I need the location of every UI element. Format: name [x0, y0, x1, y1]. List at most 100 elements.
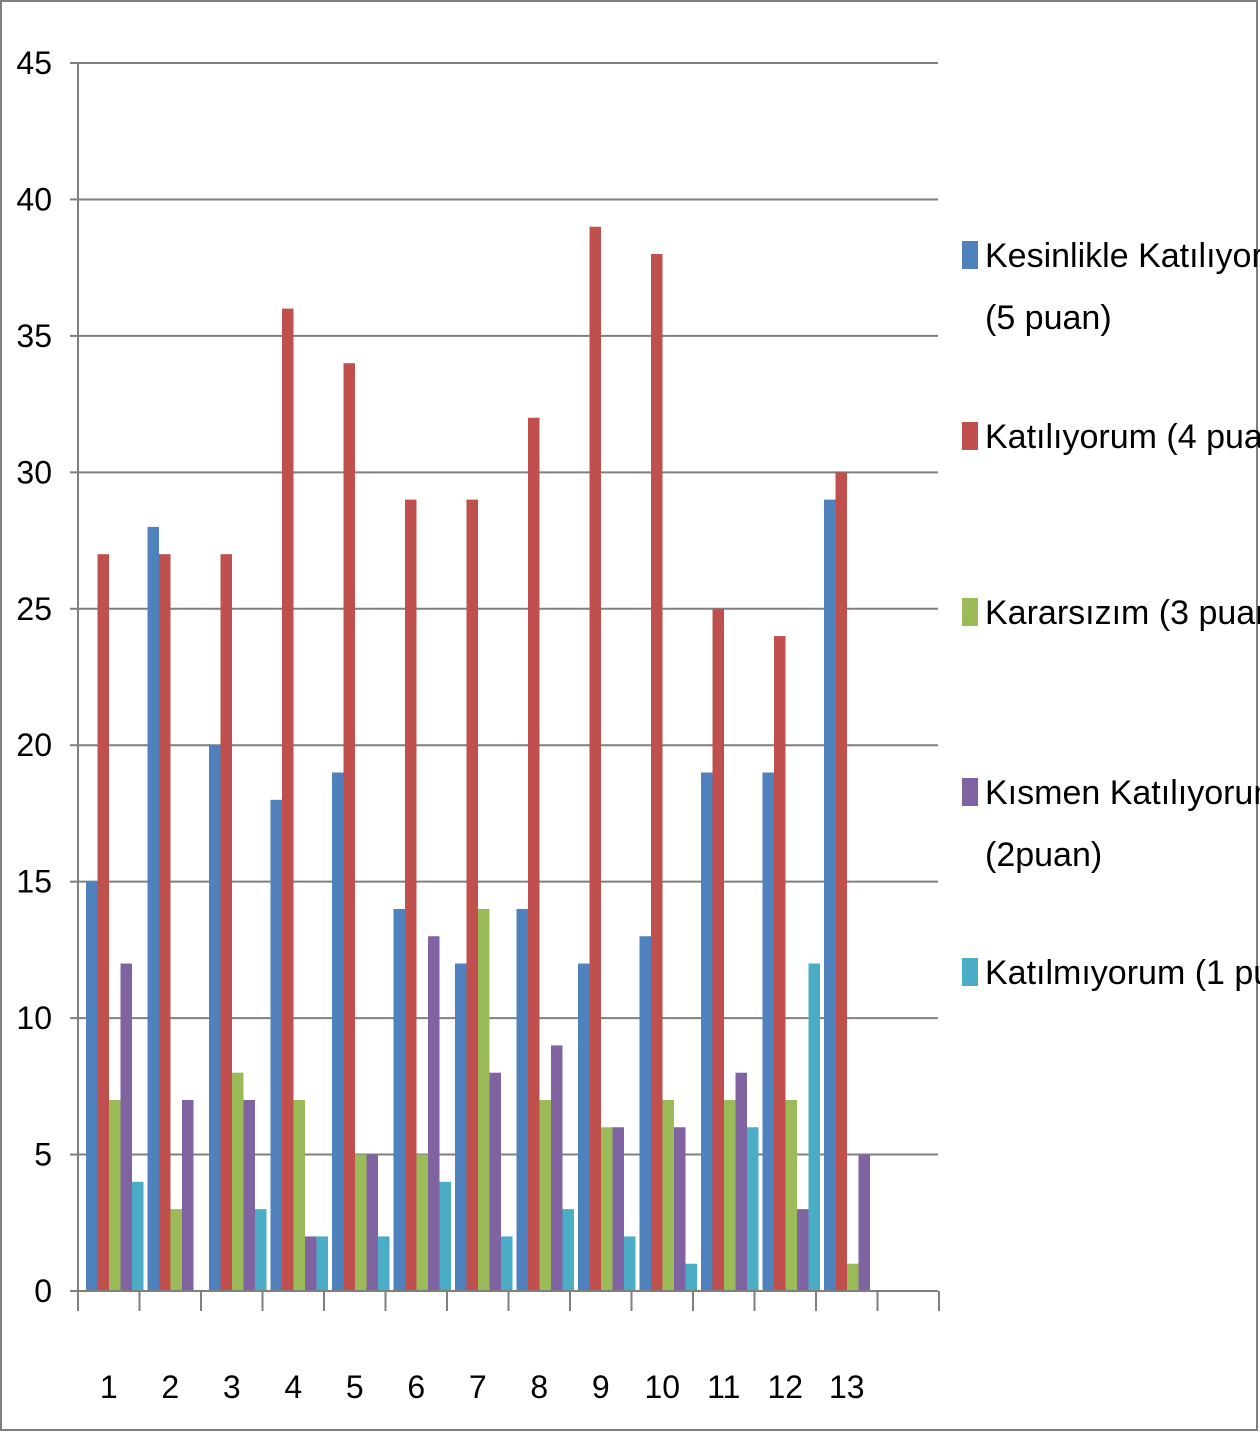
bar: [735, 1072, 747, 1291]
bar: [305, 1236, 317, 1291]
legend-swatch: [962, 958, 978, 986]
bar: [528, 417, 540, 1291]
bar: [182, 1099, 194, 1291]
x-tick-label: 6: [407, 1369, 425, 1405]
bar: [97, 554, 109, 1291]
legend: Kesinlikle Katılıyorum(5 puan) Katılıyoru…: [962, 237, 1260, 992]
x-tick-label: 3: [223, 1369, 241, 1405]
bar: [282, 308, 294, 1292]
bar: [835, 472, 847, 1291]
x-tick-label: 8: [530, 1369, 548, 1405]
bar: [378, 1236, 390, 1291]
bar: [220, 554, 232, 1291]
x-tick-label: 9: [592, 1369, 610, 1405]
bar: [159, 554, 171, 1291]
legend-label: Katılmıyorum (1 puan): [985, 954, 1260, 992]
x-tick-label: 7: [469, 1369, 487, 1405]
bar: [747, 1127, 759, 1291]
x-tick-label: 2: [161, 1369, 179, 1405]
y-tick-label: 5: [34, 1137, 52, 1173]
bar: [132, 1181, 144, 1291]
y-tick-label: 30: [16, 454, 52, 490]
bar: [712, 608, 724, 1291]
bar: [662, 1099, 674, 1291]
bar: [109, 1099, 121, 1291]
legend-label: Kısmen Katılıyorum (2puan): [985, 774, 1260, 874]
y-axis-tick-labels: 0 5 10 15 20 25 30 35 40 45: [16, 45, 78, 1309]
legend-swatch: [962, 598, 978, 626]
legend-item: Katılıyorum (4 puan): [962, 418, 1260, 456]
bar: [824, 499, 836, 1292]
bar: [785, 1099, 797, 1291]
bar: [724, 1099, 736, 1291]
bar: [774, 636, 786, 1291]
bar: [516, 908, 528, 1291]
bar: [685, 1263, 697, 1291]
x-tick-label: 11: [707, 1369, 740, 1405]
x-tick-label: 12: [767, 1369, 803, 1405]
bar: [147, 526, 159, 1291]
x-tick-label: 5: [346, 1369, 364, 1405]
bar: [501, 1236, 513, 1291]
x-tick-label: 13: [829, 1369, 865, 1405]
bar: [651, 254, 663, 1291]
y-tick-label: 45: [16, 45, 52, 81]
x-tick-label: 4: [284, 1369, 302, 1405]
x-axis-tick-labels: 1 2 3 4 5 6 7 8 9 10 11 12 13: [77, 1291, 940, 1405]
legend-item: Kararsızım (3 puan): [962, 594, 1260, 632]
bar: [578, 963, 590, 1291]
bar: [466, 499, 478, 1292]
bar: [343, 363, 355, 1292]
legend-label: Katılıyorum (4 puan): [985, 418, 1260, 456]
bar: [393, 908, 405, 1291]
bar: [316, 1236, 328, 1291]
bar: [797, 1209, 809, 1291]
bar: [589, 226, 601, 1291]
legend-item: Kısmen Katılıyorum (2puan): [962, 774, 1260, 874]
bar: [332, 772, 344, 1291]
bar: [551, 1045, 563, 1291]
y-tick-label: 10: [16, 1000, 52, 1036]
bar: [562, 1209, 574, 1291]
bar: [293, 1099, 305, 1291]
bar: [120, 963, 132, 1291]
bar: [612, 1127, 624, 1291]
legend-item: Katılmıyorum (1 puan): [962, 954, 1260, 992]
x-tick-label: 10: [644, 1369, 680, 1405]
bar: [416, 1154, 428, 1291]
bar: [270, 799, 282, 1291]
bars: [86, 226, 870, 1292]
legend-swatch: [962, 778, 978, 806]
bar: [170, 1209, 182, 1291]
bar: [366, 1154, 378, 1291]
y-tick-label: 0: [34, 1273, 52, 1309]
bar: [858, 1154, 870, 1291]
bar: [601, 1127, 613, 1291]
bar: [808, 963, 820, 1291]
legend-swatch: [962, 422, 978, 450]
bar: [489, 1072, 501, 1291]
legend-swatch: [962, 241, 978, 269]
bar: [439, 1181, 451, 1291]
legend-label: Kesinlikle Katılıyorum(5 puan): [985, 237, 1260, 337]
x-tick-label: 1: [100, 1369, 118, 1405]
bar: [701, 772, 713, 1291]
legend-label: Kararsızım (3 puan): [985, 594, 1260, 632]
legend-item: Kesinlikle Katılıyorum(5 puan): [962, 237, 1260, 337]
bar: [243, 1099, 255, 1291]
bar: [209, 745, 221, 1291]
bar: [847, 1263, 859, 1291]
bar: [86, 881, 98, 1291]
y-tick-label: 25: [16, 591, 52, 627]
bar: [762, 772, 774, 1291]
y-tick-label: 20: [16, 727, 52, 763]
bar: [232, 1072, 244, 1291]
bar: [455, 963, 467, 1291]
bar: [539, 1099, 551, 1291]
bar: [639, 936, 651, 1291]
y-tick-label: 40: [16, 181, 52, 217]
bar: [674, 1127, 686, 1291]
y-tick-label: 35: [16, 318, 52, 354]
